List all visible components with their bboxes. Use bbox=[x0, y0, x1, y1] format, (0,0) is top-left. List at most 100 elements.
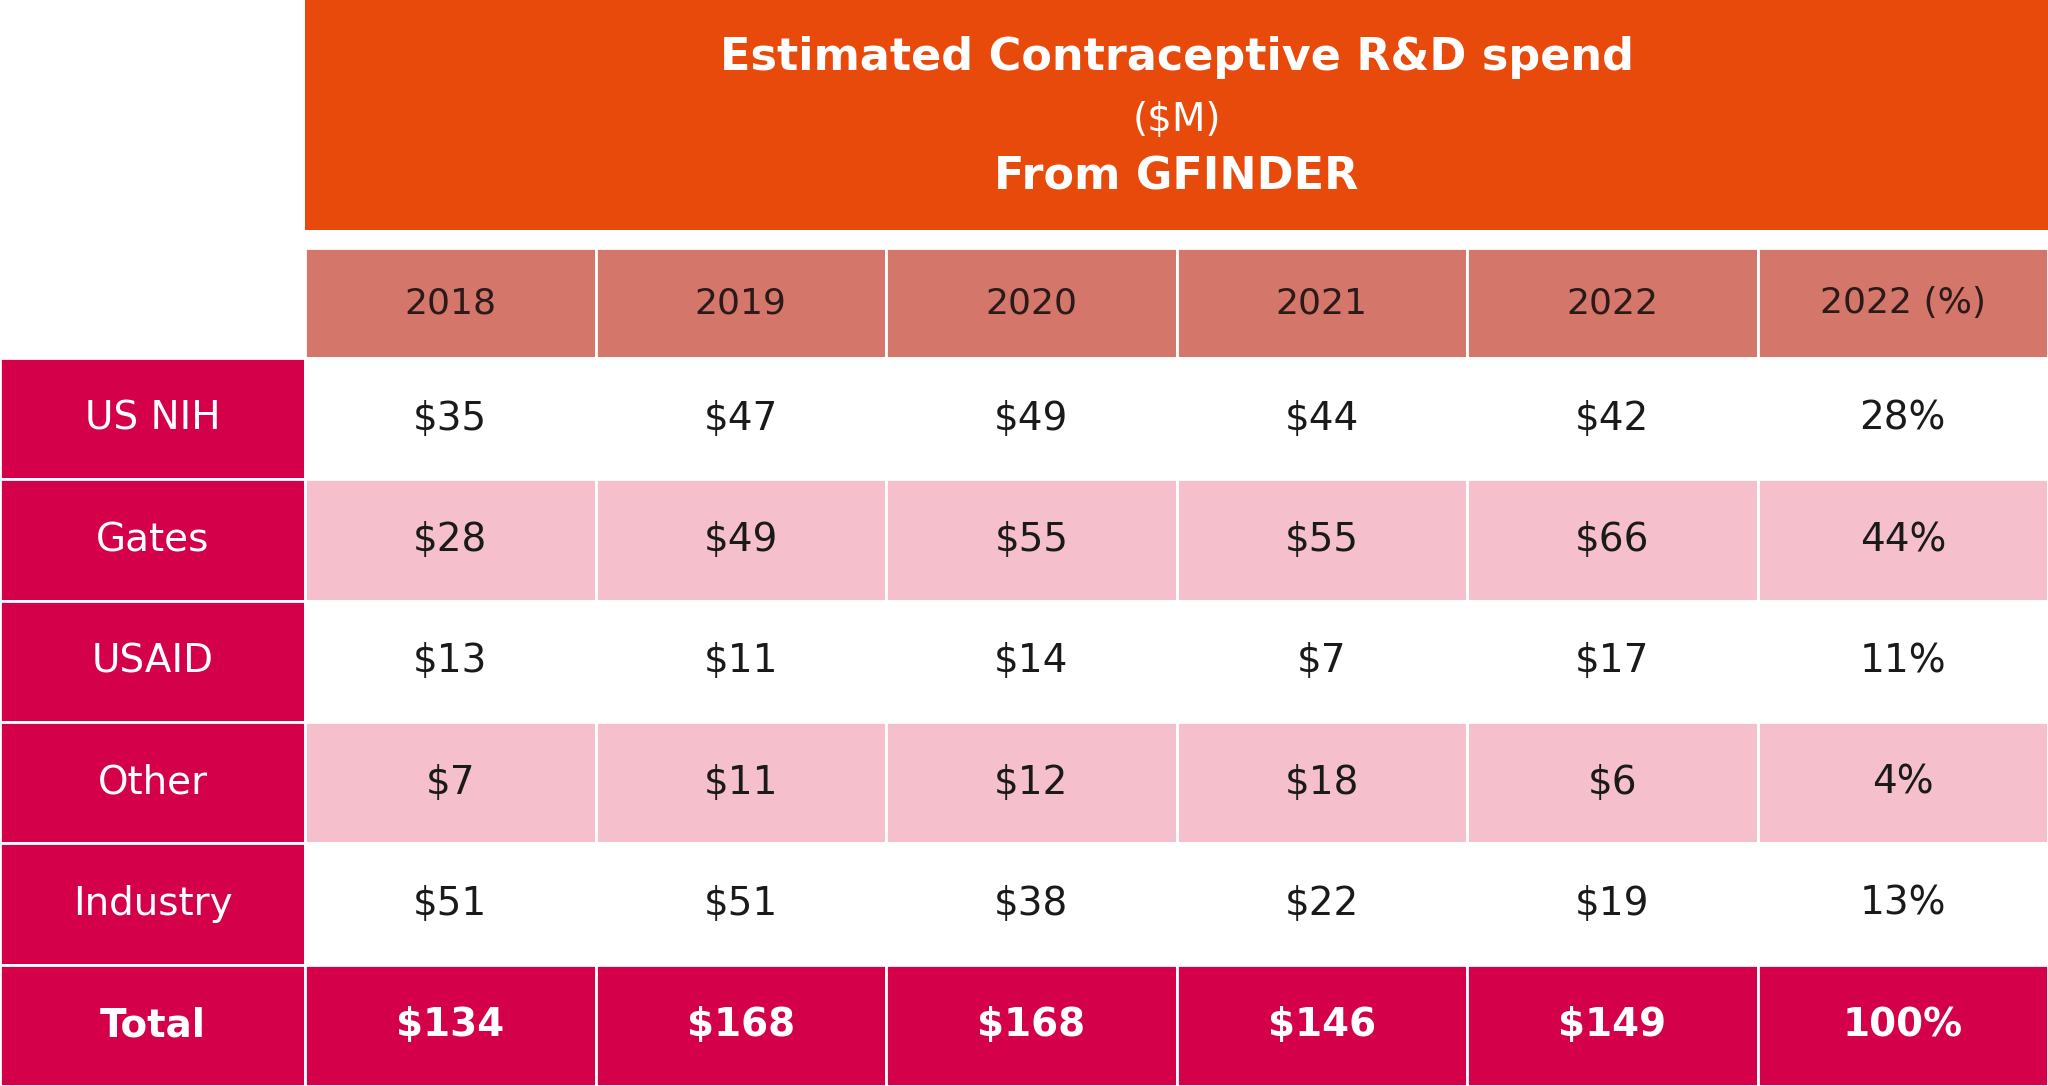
Text: $44: $44 bbox=[1284, 400, 1360, 438]
Text: USAID: USAID bbox=[92, 642, 213, 680]
Text: $55: $55 bbox=[993, 521, 1069, 559]
Bar bbox=[1466, 248, 1757, 358]
Text: 2020: 2020 bbox=[985, 286, 1077, 320]
Text: $17: $17 bbox=[1575, 642, 1649, 680]
Bar bbox=[1466, 479, 1757, 601]
Text: $134: $134 bbox=[395, 1007, 504, 1045]
Bar bbox=[305, 230, 2048, 248]
Text: $47: $47 bbox=[705, 400, 778, 438]
Text: 4%: 4% bbox=[1872, 763, 1933, 801]
Bar bbox=[1176, 964, 1466, 1086]
Text: 13%: 13% bbox=[1860, 885, 1946, 923]
Text: Other: Other bbox=[98, 763, 207, 801]
Text: $168: $168 bbox=[686, 1007, 795, 1045]
Text: 2018: 2018 bbox=[403, 286, 496, 320]
Text: $49: $49 bbox=[993, 400, 1069, 438]
Text: $35: $35 bbox=[414, 400, 487, 438]
Text: From GFINDER: From GFINDER bbox=[995, 155, 1358, 199]
Bar bbox=[0, 0, 305, 358]
Text: $6: $6 bbox=[1587, 763, 1636, 801]
Bar bbox=[1176, 248, 1466, 358]
Text: Total: Total bbox=[100, 1007, 205, 1045]
Bar bbox=[1466, 358, 1757, 479]
Bar bbox=[1757, 964, 2048, 1086]
Bar bbox=[596, 844, 887, 964]
Bar bbox=[0, 479, 305, 601]
Text: $168: $168 bbox=[977, 1007, 1085, 1045]
Text: $28: $28 bbox=[414, 521, 487, 559]
Bar bbox=[596, 248, 887, 358]
Text: 2019: 2019 bbox=[694, 286, 786, 320]
Text: 2022 (%): 2022 (%) bbox=[1821, 286, 1987, 320]
Bar bbox=[596, 601, 887, 722]
Text: $11: $11 bbox=[705, 642, 778, 680]
Text: $146: $146 bbox=[1268, 1007, 1376, 1045]
Bar bbox=[1466, 601, 1757, 722]
Bar bbox=[1176, 844, 1466, 964]
Bar bbox=[1757, 601, 2048, 722]
Text: 2022: 2022 bbox=[1567, 286, 1659, 320]
Text: $149: $149 bbox=[1559, 1007, 1667, 1045]
Text: $66: $66 bbox=[1575, 521, 1649, 559]
Bar bbox=[305, 601, 596, 722]
Text: $51: $51 bbox=[414, 885, 487, 923]
Text: Industry: Industry bbox=[72, 885, 231, 923]
Text: ($M): ($M) bbox=[1133, 101, 1221, 139]
Bar bbox=[305, 358, 596, 479]
Text: US NIH: US NIH bbox=[84, 400, 221, 438]
Bar bbox=[1757, 844, 2048, 964]
Bar bbox=[1757, 479, 2048, 601]
Text: Gates: Gates bbox=[96, 521, 209, 559]
Text: 2021: 2021 bbox=[1276, 286, 1368, 320]
Text: $38: $38 bbox=[993, 885, 1069, 923]
Text: $49: $49 bbox=[705, 521, 778, 559]
Bar bbox=[305, 844, 596, 964]
Text: $7: $7 bbox=[426, 763, 475, 801]
Bar bbox=[305, 248, 596, 358]
Bar bbox=[0, 601, 305, 722]
Text: $51: $51 bbox=[705, 885, 778, 923]
Bar bbox=[1176, 358, 1466, 479]
Text: $55: $55 bbox=[1284, 521, 1358, 559]
Bar bbox=[1757, 248, 2048, 358]
Bar bbox=[0, 844, 305, 964]
Bar bbox=[887, 248, 1176, 358]
Text: 28%: 28% bbox=[1860, 400, 1946, 438]
Bar bbox=[596, 964, 887, 1086]
Bar bbox=[1176, 479, 1466, 601]
Text: $12: $12 bbox=[993, 763, 1069, 801]
Bar bbox=[1757, 358, 2048, 479]
Text: $14: $14 bbox=[993, 642, 1069, 680]
Bar bbox=[1466, 964, 1757, 1086]
Text: $19: $19 bbox=[1575, 885, 1649, 923]
Bar bbox=[887, 358, 1176, 479]
Text: 100%: 100% bbox=[1843, 1007, 1962, 1045]
Bar bbox=[887, 844, 1176, 964]
Text: $13: $13 bbox=[414, 642, 487, 680]
Bar bbox=[305, 0, 2048, 230]
Bar bbox=[0, 722, 305, 844]
Bar bbox=[596, 358, 887, 479]
Bar bbox=[1466, 722, 1757, 844]
Bar bbox=[305, 479, 596, 601]
Bar bbox=[1466, 844, 1757, 964]
Bar bbox=[0, 964, 305, 1086]
Bar bbox=[596, 722, 887, 844]
Text: 44%: 44% bbox=[1860, 521, 1946, 559]
Bar bbox=[887, 722, 1176, 844]
Text: $7: $7 bbox=[1296, 642, 1348, 680]
Text: $11: $11 bbox=[705, 763, 778, 801]
Text: 11%: 11% bbox=[1860, 642, 1946, 680]
Bar bbox=[1176, 722, 1466, 844]
Bar bbox=[596, 479, 887, 601]
Text: Estimated Contraceptive R&D spend: Estimated Contraceptive R&D spend bbox=[719, 36, 1634, 79]
Bar bbox=[1176, 601, 1466, 722]
Bar bbox=[305, 722, 596, 844]
Bar bbox=[305, 964, 596, 1086]
Bar bbox=[887, 964, 1176, 1086]
Text: $42: $42 bbox=[1575, 400, 1649, 438]
Bar bbox=[887, 601, 1176, 722]
Bar bbox=[1757, 722, 2048, 844]
Text: $22: $22 bbox=[1284, 885, 1360, 923]
Bar bbox=[0, 358, 305, 479]
